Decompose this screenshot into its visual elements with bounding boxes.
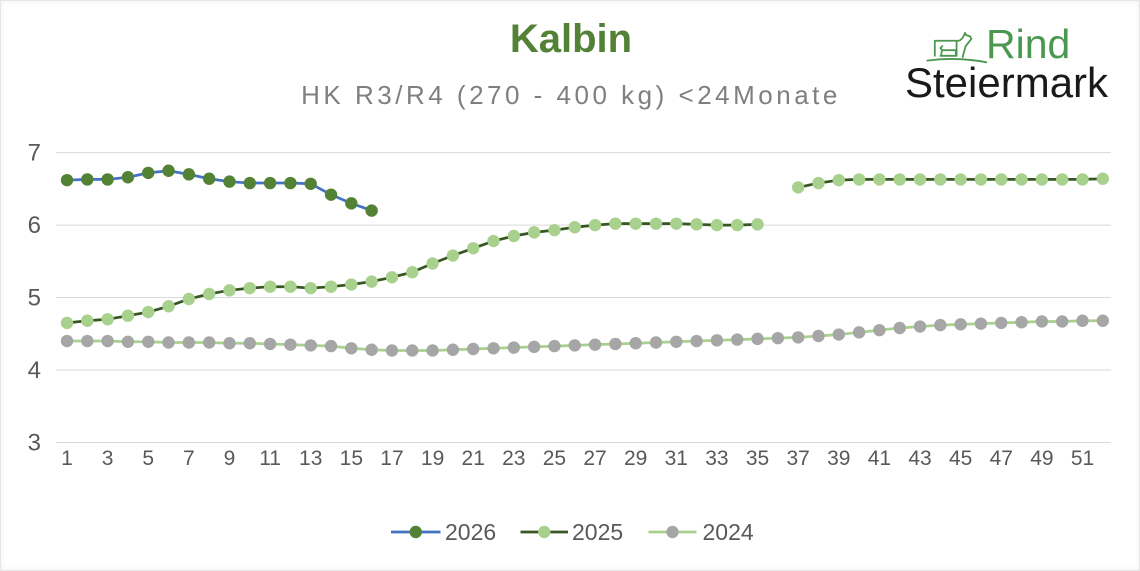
svg-text:2024: 2024 (703, 519, 754, 545)
svg-text:1: 1 (61, 447, 73, 470)
svg-text:41: 41 (868, 447, 891, 470)
svg-text:21: 21 (462, 447, 485, 470)
svg-text:3: 3 (102, 447, 114, 470)
svg-text:13: 13 (299, 447, 322, 470)
svg-text:2025: 2025 (572, 519, 623, 545)
svg-text:17: 17 (380, 447, 403, 470)
svg-text:15: 15 (340, 447, 363, 470)
svg-text:9: 9 (224, 447, 236, 470)
svg-text:23: 23 (502, 447, 525, 470)
svg-text:33: 33 (705, 447, 728, 470)
svg-text:27: 27 (583, 447, 606, 470)
svg-text:45: 45 (949, 447, 972, 470)
svg-text:35: 35 (746, 447, 769, 470)
svg-text:51: 51 (1071, 447, 1094, 470)
svg-text:43: 43 (908, 447, 931, 470)
svg-text:5: 5 (142, 447, 154, 470)
svg-text:47: 47 (990, 447, 1013, 470)
svg-text:49: 49 (1030, 447, 1053, 470)
svg-text:11: 11 (259, 447, 281, 470)
svg-text:5: 5 (28, 285, 41, 312)
svg-text:37: 37 (786, 447, 809, 470)
svg-text:3: 3 (28, 430, 41, 457)
svg-text:25: 25 (543, 447, 566, 470)
svg-text:31: 31 (665, 447, 688, 470)
svg-text:7: 7 (28, 140, 41, 167)
svg-text:29: 29 (624, 447, 647, 470)
svg-text:39: 39 (827, 447, 850, 470)
svg-text:7: 7 (183, 447, 195, 470)
svg-text:6: 6 (28, 212, 41, 239)
svg-text:4: 4 (28, 357, 41, 384)
svg-text:2026: 2026 (445, 519, 496, 545)
svg-text:19: 19 (421, 447, 444, 470)
